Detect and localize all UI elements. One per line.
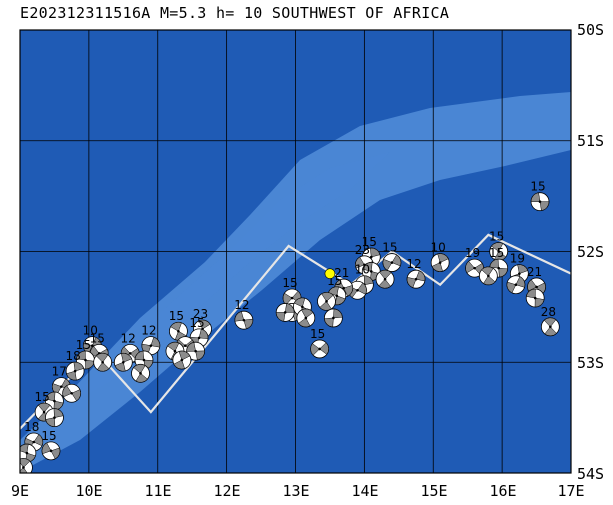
depth-label: 17 <box>52 365 67 379</box>
lat-label-51s: 51S <box>577 132 605 150</box>
focal-mechanism-icon[interactable] <box>296 308 316 328</box>
lon-label-10e: 10E <box>75 482 103 500</box>
focal-mechanism-icon[interactable] <box>506 275 526 295</box>
focal-mechanism-icon[interactable]: 15 <box>310 327 330 359</box>
depth-label: 19 <box>510 252 525 266</box>
depth-label: 15 <box>41 429 56 443</box>
focal-mechanism-icon[interactable] <box>113 352 133 372</box>
map-frame <box>19 29 572 474</box>
lon-label-16e: 16E <box>489 482 517 500</box>
focal-mechanism-icon[interactable]: 18 <box>65 349 85 381</box>
focal-mechanism-icon[interactable]: 12 <box>141 324 161 356</box>
focal-mechanism-icon[interactable] <box>186 341 206 361</box>
focal-mechanism-icon[interactable] <box>172 350 192 370</box>
depth-label: 15 <box>189 316 204 330</box>
focal-mechanism-icon[interactable]: 12 <box>234 298 254 330</box>
depth-label: 12 <box>234 298 249 312</box>
lon-label-11e: 11E <box>144 482 172 500</box>
lat-label-50s: 50S <box>577 21 605 39</box>
depth-label: 12 <box>406 257 421 271</box>
focal-mechanism-icon[interactable] <box>45 408 64 428</box>
epicenter-marker[interactable] <box>324 268 336 279</box>
depth-label: 15 <box>382 241 397 255</box>
lon-label-15e: 15E <box>420 482 448 500</box>
lon-label-9e: 9E <box>10 482 30 500</box>
focal-mechanism-icon[interactable] <box>275 303 295 322</box>
depth-label: 12 <box>121 331 136 345</box>
focal-mechanism-icon[interactable] <box>131 363 150 383</box>
focal-mechanism-icon[interactable] <box>323 308 343 328</box>
focal-mechanism-icon[interactable] <box>525 288 545 308</box>
focal-mechanism-icon[interactable]: 15 <box>530 180 550 212</box>
depth-label: 10 <box>430 241 445 255</box>
focal-mechanism-icon[interactable] <box>93 352 113 372</box>
depth-label: 15 <box>310 327 325 341</box>
depth-label: 15 <box>489 246 504 260</box>
depth-label: 28 <box>541 305 556 319</box>
depth-label: 15 <box>530 180 545 194</box>
focal-mechanism-icon[interactable]: 10 <box>430 241 450 272</box>
focal-mechanism-icon[interactable]: 15 <box>41 429 61 461</box>
lon-label-13e: 13E <box>282 482 310 500</box>
depth-label: 15 <box>489 230 504 244</box>
focal-mechanism-icon[interactable] <box>62 383 82 403</box>
focal-mechanism-icon[interactable] <box>14 458 33 476</box>
lat-label-53s: 53S <box>577 354 605 372</box>
lon-label-17e: 17E <box>557 482 585 500</box>
depth-label: 18 <box>24 420 39 434</box>
depth-label: 15 <box>362 235 377 249</box>
depth-label: 18 <box>65 349 80 363</box>
focal-mechanism-icon[interactable]: 15 <box>34 390 54 422</box>
lon-label-12e: 12E <box>213 482 241 500</box>
focal-mechanism-icon[interactable]: 19 <box>465 246 484 278</box>
depth-label: 15 <box>34 390 49 404</box>
depth-label: 15 <box>76 338 91 352</box>
focal-mechanism-icon[interactable] <box>317 291 336 311</box>
depth-label: 23 <box>355 243 370 257</box>
lat-label-54s: 54S <box>577 465 605 483</box>
focal-mechanism-icon[interactable] <box>348 280 367 300</box>
lon-label-14e: 14E <box>351 482 379 500</box>
depth-label: 12 <box>141 324 156 338</box>
depth-label: 21 <box>334 266 349 280</box>
depth-label: 19 <box>465 246 480 260</box>
focal-mechanism-icon[interactable]: 15 <box>382 241 402 272</box>
depth-label: 15 <box>169 309 184 323</box>
depth-label: 15 <box>282 276 297 290</box>
depth-label: 15 <box>90 331 105 345</box>
depth-label: 21 <box>527 265 542 279</box>
event-title: E202312311516A M=5.3 h= 10 SOUTHWEST OF … <box>20 4 450 22</box>
focal-mechanism-icon[interactable] <box>18 443 37 463</box>
depth-label: 10 <box>355 263 370 277</box>
depth-label: 23 <box>193 307 208 321</box>
lat-label-52s: 52S <box>577 243 605 261</box>
focal-mechanism-icon[interactable]: 12 <box>406 257 426 289</box>
focal-mechanism-icon[interactable] <box>478 266 498 286</box>
focal-mechanism-icon[interactable] <box>375 269 395 289</box>
depth-label: 10 <box>83 324 98 338</box>
focal-mechanism-icon[interactable]: 28 <box>541 305 560 337</box>
